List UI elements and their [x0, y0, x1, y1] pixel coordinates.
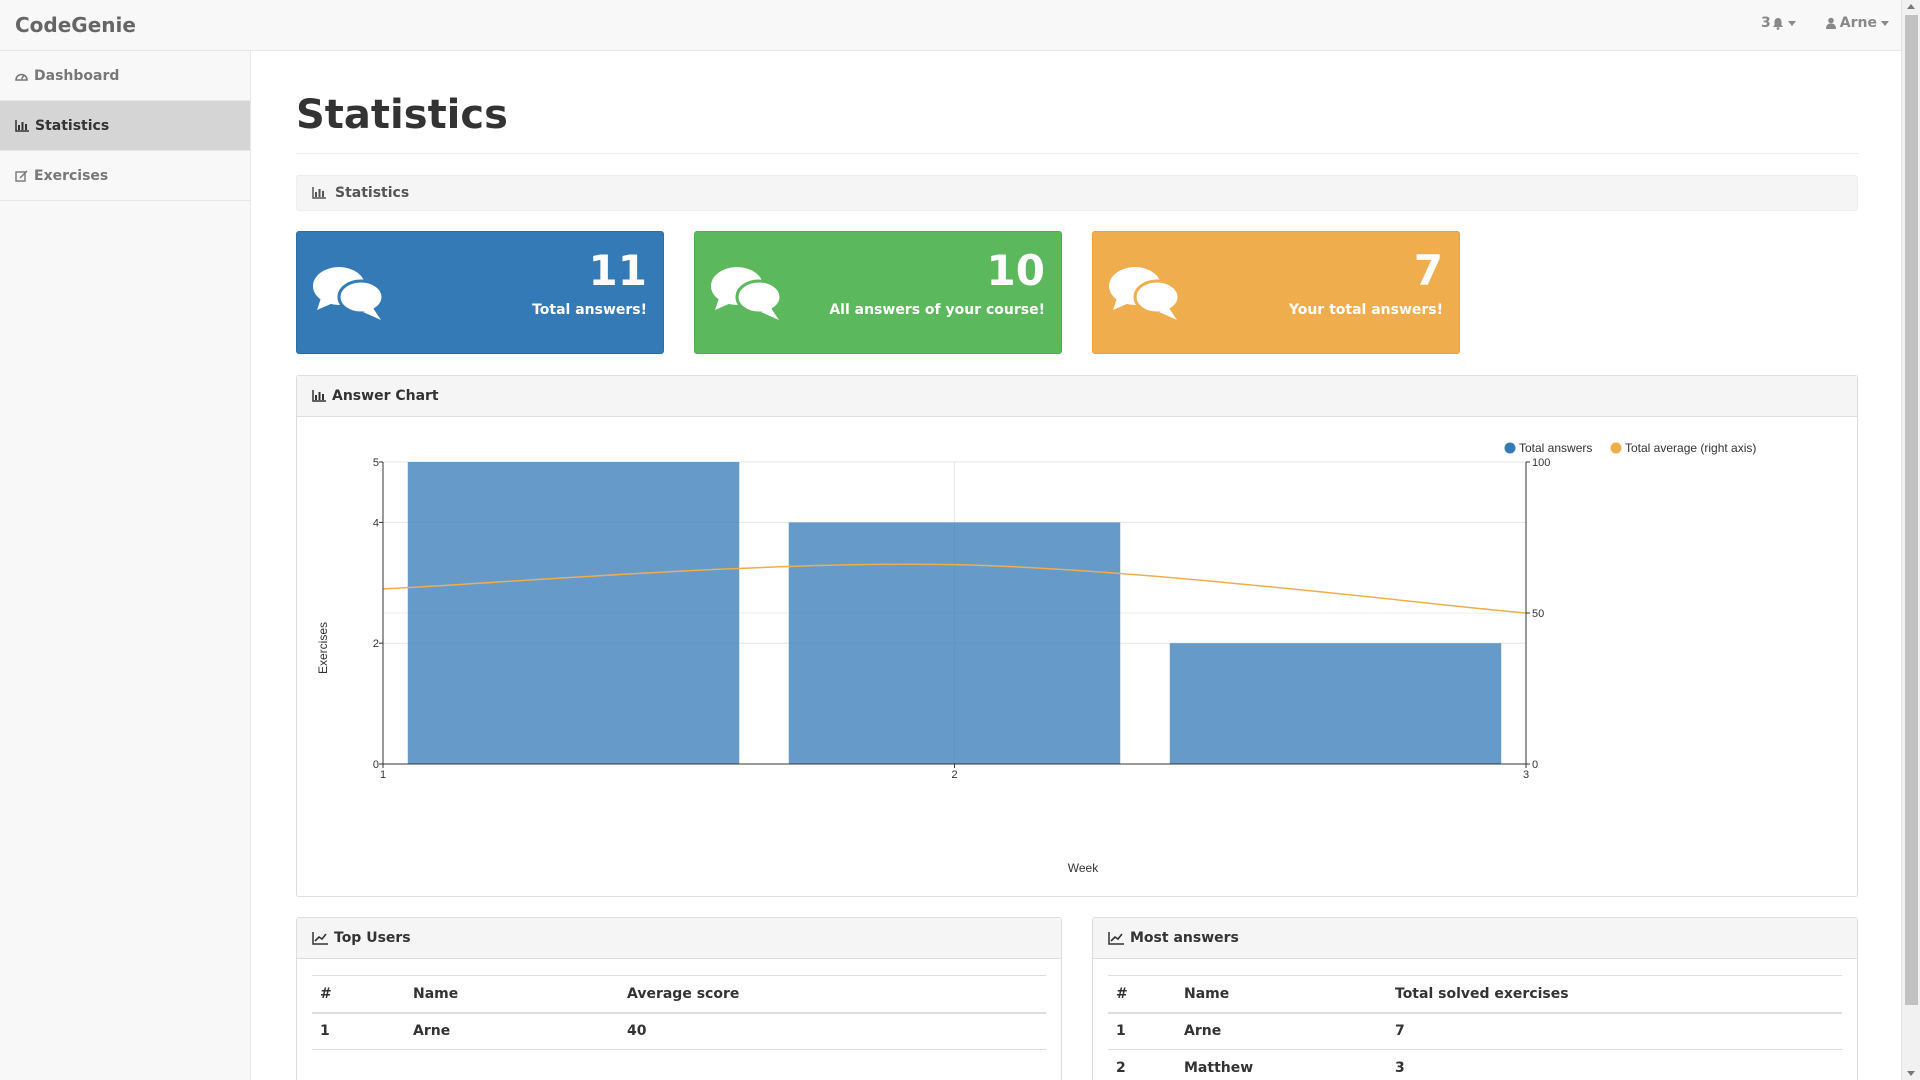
column-header: Name — [405, 975, 619, 1014]
y-tick-label: 2 — [373, 638, 379, 650]
y-tick-label: 0 — [373, 759, 379, 771]
table-row: 2 Matthew 3 — [1108, 1049, 1842, 1080]
user-icon — [1825, 17, 1836, 29]
most-answers-table: # Name Total solved exercises 1 Arne 7 2… — [1108, 975, 1842, 1080]
stat-box-course-answers: 10 All answers of your course! — [694, 231, 1062, 354]
sidebar-item-dashboard[interactable]: Dashboard — [0, 51, 250, 101]
top-users-table: # Name Average score 1 Arne 40 — [312, 975, 1046, 1050]
top-navbar: CodeGenie 3 Arne — [0, 0, 1901, 51]
x-tick-label: 2 — [951, 769, 957, 781]
line-chart-icon — [312, 931, 328, 945]
y-tick-label: 5 — [373, 457, 379, 469]
bar-chart-icon — [15, 119, 29, 132]
user-name: Arne — [1839, 15, 1877, 31]
divider — [296, 153, 1858, 154]
stat-label: Total answers! — [532, 302, 647, 318]
x-axis-label: Week — [1068, 861, 1099, 875]
section-title: Statistics — [335, 185, 410, 201]
stat-box-total-answers: 11 Total answers! — [296, 231, 664, 354]
table-cell: Arne — [1176, 1012, 1387, 1050]
sidebar-item-label: Exercises — [34, 167, 109, 184]
panel-title: Most answers — [1130, 930, 1239, 946]
panel-heading: Top Users — [297, 918, 1061, 959]
panel-title: Answer Chart — [332, 388, 439, 404]
panel-heading: Most answers — [1093, 918, 1857, 959]
table-cell: 1 — [312, 1012, 405, 1050]
comments-icon — [311, 264, 385, 326]
average-line — [382, 563, 1527, 614]
stat-value: 11 — [588, 246, 647, 295]
notifications-dropdown[interactable]: 3 — [1761, 15, 1796, 31]
top-users-panel: Top Users # Name Average score 1 Arne 40 — [296, 917, 1062, 1080]
table-cell: Arne — [405, 1012, 619, 1050]
column-header: Total solved exercises — [1387, 975, 1842, 1014]
scroll-down-arrow-icon[interactable] — [1907, 1071, 1915, 1076]
scrollbar-thumb[interactable] — [1905, 15, 1918, 1005]
table-row: 1 Arne 40 — [312, 1012, 1046, 1050]
page-title: Statistics — [296, 92, 508, 138]
bell-icon — [1772, 17, 1784, 30]
comments-icon — [709, 264, 783, 326]
panel-heading: Answer Chart — [297, 376, 1857, 417]
brand-logo[interactable]: CodeGenie — [15, 13, 136, 37]
stat-label: All answers of your course! — [829, 302, 1045, 318]
table-cell: Matthew — [1176, 1049, 1387, 1080]
stat-value: 10 — [986, 246, 1045, 295]
bar-chart-icon — [312, 187, 326, 199]
sidebar-item-statistics[interactable]: Statistics — [0, 101, 250, 151]
legend-dot-total-answers — [1504, 442, 1516, 454]
stat-label: Your total answers! — [1288, 302, 1443, 318]
table-header-row: # Name Average score — [312, 975, 1046, 1014]
answer-chart-panel: Answer Chart 0 2 4 5 0 50 100 1 2 3 Total answers… — [296, 375, 1858, 897]
y-axis-label: Exercises — [316, 622, 330, 674]
chevron-down-icon — [1881, 20, 1889, 26]
line-chart-icon — [1108, 931, 1124, 945]
column-header: Name — [1176, 975, 1387, 1014]
column-header: Average score — [619, 975, 1046, 1014]
dashboard-icon — [15, 70, 28, 81]
sidebar-item-label: Dashboard — [34, 67, 120, 84]
notification-count: 3 — [1761, 15, 1771, 31]
user-dropdown[interactable]: Arne — [1825, 15, 1889, 31]
x-tick-label: 3 — [1523, 769, 1529, 781]
page-scrollbar[interactable] — [1901, 0, 1920, 1080]
y2-tick-label: 50 — [1532, 608, 1544, 620]
table-cell: 1 — [1108, 1012, 1176, 1050]
stat-box-your-answers: 7 Your total answers! — [1092, 231, 1460, 354]
column-header: # — [1108, 975, 1176, 1014]
y2-tick-label: 0 — [1532, 759, 1538, 771]
legend-total-answers: Total answers — [1519, 441, 1592, 455]
legend-dot-total-average — [1610, 442, 1622, 454]
sidebar-item-exercises[interactable]: Exercises — [0, 151, 250, 201]
panel-title: Top Users — [334, 930, 411, 946]
bar-total-answers — [1169, 643, 1502, 764]
legend-total-average: Total average (right axis) — [1625, 441, 1756, 455]
x-tick-label: 1 — [380, 769, 386, 781]
edit-icon — [15, 170, 28, 182]
table-header-row: # Name Total solved exercises — [1108, 975, 1842, 1014]
comments-icon — [1107, 264, 1181, 326]
y-tick-label: 4 — [373, 517, 379, 529]
navbar-right: 3 Arne — [1731, 15, 1889, 31]
most-answers-panel: Most answers # Name Total solved exercis… — [1092, 917, 1858, 1080]
bar-total-answers — [788, 522, 1121, 764]
table-cell: 3 — [1387, 1049, 1842, 1080]
column-header: # — [312, 975, 405, 1014]
sidebar: Dashboard Statistics Exercises — [0, 51, 251, 1080]
table-row: 1 Arne 7 — [1108, 1012, 1842, 1050]
y2-tick-label: 100 — [1532, 457, 1550, 469]
chevron-down-icon — [1787, 20, 1796, 26]
bar-chart-icon — [312, 390, 326, 402]
table-cell: 40 — [619, 1012, 1046, 1050]
table-cell: 7 — [1387, 1012, 1842, 1050]
statistics-section-header: Statistics — [296, 175, 1858, 211]
bar-total-answers — [407, 462, 740, 764]
table-cell: 2 — [1108, 1049, 1176, 1080]
stat-value: 7 — [1413, 246, 1443, 295]
sidebar-item-label: Statistics — [35, 117, 110, 134]
scroll-up-arrow-icon[interactable] — [1907, 4, 1915, 9]
